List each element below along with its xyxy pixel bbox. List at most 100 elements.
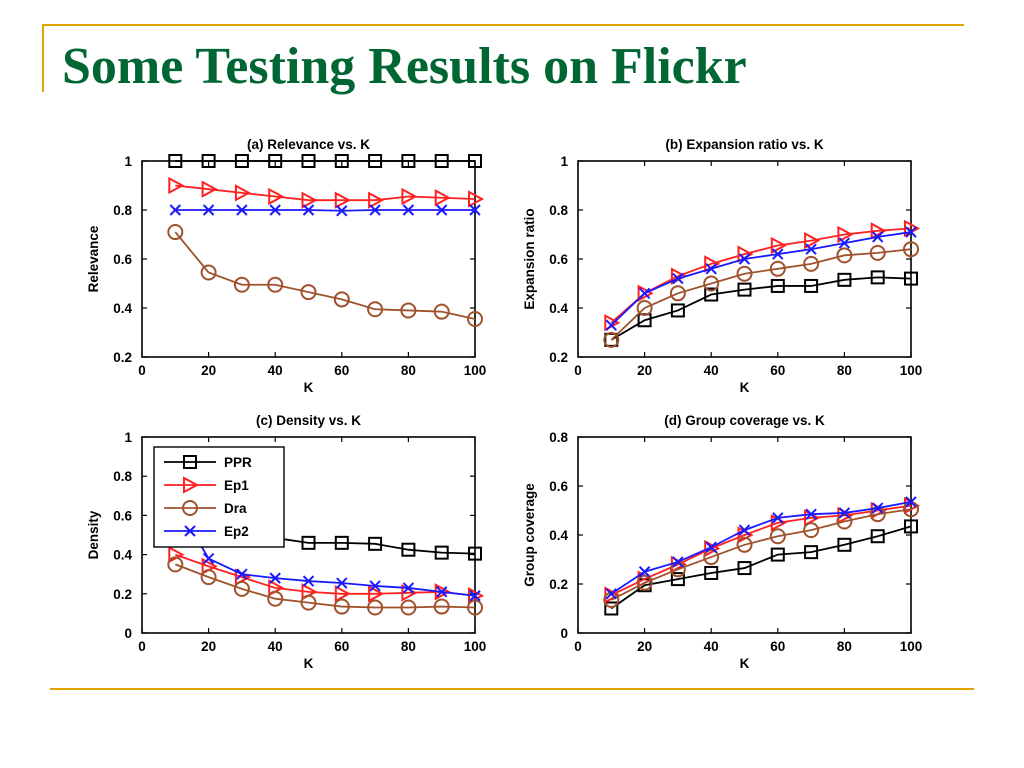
legend-item-ep1: Ep1 <box>164 476 249 494</box>
y-tick-label: 1 <box>124 430 132 445</box>
x-tick-label: 80 <box>837 363 852 378</box>
series-dra <box>603 241 919 348</box>
data-point-ep2 <box>871 502 884 514</box>
data-point-ep2 <box>805 508 817 520</box>
data-point-ppr <box>870 270 885 285</box>
chart-title: (c) Density vs. K <box>256 413 361 428</box>
y-tick-label: 0.2 <box>549 577 568 592</box>
legend-label: Ep2 <box>224 524 249 539</box>
data-point-ep1 <box>434 189 451 207</box>
data-point-ppr <box>401 154 416 168</box>
data-point-ep2 <box>672 272 684 285</box>
data-point-dra <box>400 302 417 319</box>
series-line-ep2 <box>610 231 912 326</box>
data-point-ppr <box>368 536 383 551</box>
data-point-ep2 <box>169 204 182 216</box>
data-point-dra <box>736 536 753 553</box>
data-point-ppr <box>201 154 216 168</box>
data-point-dra <box>433 303 450 320</box>
data-point-dra <box>200 264 217 281</box>
chart-panel-4: (d) Group coverage vs. K 0 20 40 60 80 100 0 0.2… <box>522 413 922 671</box>
data-point-ep2 <box>269 572 281 584</box>
data-point-dra <box>467 311 483 328</box>
data-point-ep2 <box>905 496 917 508</box>
chart-panel-2: (b) Expansion ratio vs. K 0 20 40 60 80 100 0.2… <box>522 137 922 395</box>
data-point-ep1 <box>368 191 385 209</box>
y-tick-label: 1 <box>560 154 568 169</box>
x-tick-label: 0 <box>574 639 582 654</box>
data-point-ep2 <box>805 243 817 255</box>
data-point-ppr <box>434 545 449 560</box>
data-point-ep2 <box>202 204 215 216</box>
legend-item-ppr: PPR <box>164 455 252 470</box>
series-ep2 <box>605 226 917 331</box>
y-tick-label: 0.2 <box>113 350 132 365</box>
data-point-dra <box>669 285 686 302</box>
y-tick-label: 0.6 <box>113 508 132 523</box>
data-point-ppr <box>334 535 349 550</box>
series-line-ep2 <box>174 502 476 597</box>
series-line-ep1 <box>175 184 476 202</box>
chart-panel-1: (a) Relevance vs. K 0 20 40 60 80 100 0.2 0.4 0.6… <box>86 137 486 395</box>
data-point-ppr <box>704 565 719 580</box>
data-point-ep2 <box>336 205 348 217</box>
series-ep2 <box>605 496 917 600</box>
data-point-ep2 <box>369 204 381 216</box>
data-point-ppr <box>401 542 416 557</box>
data-point-ep2 <box>202 552 215 565</box>
y-tick-label: 0.8 <box>113 203 132 218</box>
x-tick-label: 40 <box>704 363 719 378</box>
y-tick-label: 0.2 <box>549 350 568 365</box>
data-point-ep2 <box>605 319 618 331</box>
data-point-ppr <box>837 272 852 287</box>
data-point-ep2 <box>705 541 717 553</box>
accent-top-rule <box>42 24 964 26</box>
data-point-dra <box>367 301 384 318</box>
data-point-ep2 <box>738 253 751 265</box>
data-point-ppr <box>468 154 482 168</box>
x-axis-label: K <box>740 380 750 395</box>
accent-vertical-rule <box>42 24 44 92</box>
data-point-dra <box>636 300 653 316</box>
data-point-dra <box>300 594 317 611</box>
data-point-ep2 <box>369 580 381 592</box>
series-ep2 <box>169 496 481 602</box>
series-line-ep1 <box>610 227 912 324</box>
y-tick-label: 0.4 <box>549 301 568 316</box>
series-ep1 <box>168 176 485 209</box>
data-point-dra <box>167 224 184 241</box>
data-point-ep2 <box>435 204 448 216</box>
data-point-ppr <box>704 287 719 302</box>
data-point-ep1 <box>201 180 218 198</box>
y-tick-label: 0.4 <box>113 548 132 563</box>
data-point-dra <box>233 276 250 293</box>
data-point-dra <box>769 260 786 277</box>
data-point-ppr <box>268 154 283 168</box>
chart-grid-svg: (a) Relevance vs. K0 20 40 60 80 1000.20.40.6… <box>86 137 922 671</box>
data-point-dra <box>836 247 853 264</box>
x-tick-label: 100 <box>464 639 487 654</box>
data-point-ep2 <box>302 575 315 587</box>
plot-area-frame <box>141 160 476 358</box>
data-point-ppr <box>837 537 852 552</box>
data-point-ppr <box>770 547 785 562</box>
series-line-dra <box>174 563 476 609</box>
y-axis-label: Expansion ratio <box>522 208 537 309</box>
data-point-ep2 <box>772 248 784 260</box>
data-point-ppr <box>904 271 918 286</box>
data-point-dra <box>603 331 620 348</box>
data-point-ppr <box>904 519 918 534</box>
data-point-dra <box>869 244 886 261</box>
y-tick-label: 1 <box>124 154 132 169</box>
data-point-dra <box>636 574 653 591</box>
data-point-dra <box>267 276 284 293</box>
data-point-dra <box>400 599 417 616</box>
x-tick-label: 40 <box>268 639 283 654</box>
y-tick-label: 0.8 <box>549 430 568 445</box>
x-tick-label: 100 <box>900 363 923 378</box>
chart-panel-3: (c) Density vs. K 0 20 40 60 80 100 0 0.2 0.4 0.6 0… <box>86 413 486 671</box>
y-tick-label: 0.8 <box>549 203 568 218</box>
data-point-ppr <box>670 303 685 318</box>
x-tick-label: 80 <box>401 363 416 378</box>
series-line-ep2 <box>610 501 912 595</box>
